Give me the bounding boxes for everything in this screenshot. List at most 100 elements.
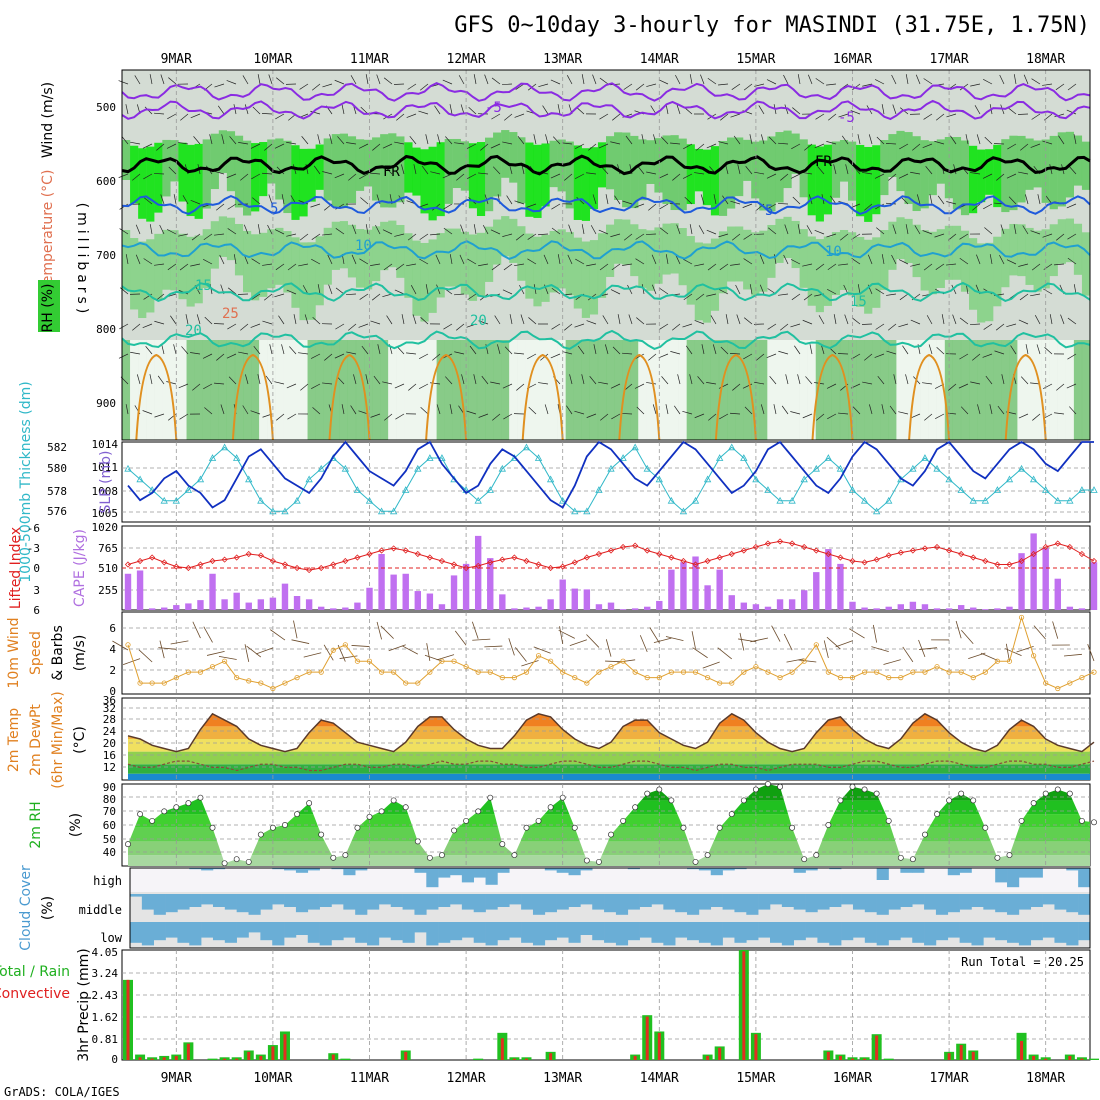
tick-label: 1005 <box>92 507 119 520</box>
temperature-contour-line <box>121 281 1091 302</box>
cloud-bar <box>367 922 380 946</box>
rh-shade-cell <box>678 138 687 211</box>
cloud-bar <box>1066 868 1079 871</box>
cape-bar <box>837 563 844 610</box>
wind10m-barb <box>980 652 998 661</box>
rh-shade-cell <box>1049 224 1058 277</box>
rh2m-point <box>451 827 457 834</box>
wind-barb <box>312 316 321 325</box>
thickness-point <box>1005 475 1014 483</box>
precip-convective-bar <box>1020 1040 1024 1060</box>
cloud-bar <box>710 894 723 907</box>
cloud-bar <box>461 894 475 910</box>
dry-shade-cell <box>509 340 518 440</box>
wind-barb <box>335 227 345 235</box>
thickness-point <box>208 454 217 461</box>
wind-barb <box>161 344 165 355</box>
rh-shade-cell <box>864 239 873 314</box>
rh-shade-cell <box>606 136 615 190</box>
rh2m-point <box>269 824 276 831</box>
rh2m-point <box>185 800 192 807</box>
wind-barb <box>196 314 201 325</box>
wind-barb <box>491 77 501 85</box>
wind-barb <box>276 77 285 85</box>
wind10m-point <box>765 669 771 675</box>
wind-barb <box>892 224 897 235</box>
cloud-bar <box>509 922 522 938</box>
rh-shade-cell <box>549 231 558 293</box>
wind-barb <box>243 224 249 235</box>
wind-barb <box>720 346 729 355</box>
wind-barb <box>743 233 753 240</box>
dry-shade-cell <box>170 340 179 440</box>
thickness-point <box>872 507 881 515</box>
cloud-bar <box>675 894 688 913</box>
wind10m-barb <box>1004 648 1022 657</box>
lifted-index-point <box>704 557 711 565</box>
wind-barb <box>341 404 345 415</box>
wind-barb <box>983 78 993 85</box>
rh-shade-cell <box>307 242 316 320</box>
precip-convective-bar <box>971 1051 975 1060</box>
wind-barb <box>346 351 357 355</box>
wind10m-barb <box>471 621 479 639</box>
cloud-bar <box>651 894 664 905</box>
wind10m-point <box>825 669 831 675</box>
cloud-bar <box>746 894 759 915</box>
cloud-bar <box>627 922 640 941</box>
cloud-bar <box>592 922 605 941</box>
wind-barb <box>478 413 489 418</box>
rh-shade-cell <box>251 143 260 212</box>
rh-shade-cell <box>468 340 478 440</box>
thickness-point <box>257 496 265 504</box>
rh-shade-cell <box>307 340 316 440</box>
wind-barb <box>209 134 213 145</box>
wind-barb <box>377 344 381 355</box>
wind10m-barb <box>835 640 853 648</box>
rh2m-point <box>644 790 651 797</box>
wind-barb <box>514 352 525 355</box>
wind-barb <box>851 317 861 325</box>
wind-barb <box>515 83 525 90</box>
rh-shade-cell <box>710 340 720 440</box>
wind-barb <box>289 346 297 355</box>
lifted-index-point <box>161 559 168 566</box>
tick-label: 1020 <box>92 521 119 534</box>
rh-shade-cell <box>573 145 582 220</box>
wind-barb <box>398 195 405 205</box>
wind-barb <box>581 224 585 235</box>
cloud-bar <box>675 922 688 938</box>
wind-barb <box>730 412 741 415</box>
rh-shade-cell <box>1001 228 1010 288</box>
rh-shade-cell <box>347 136 357 204</box>
rh2m-point <box>982 824 989 831</box>
wind-barb <box>135 224 141 235</box>
wind-barb <box>1043 263 1053 270</box>
wind-barb <box>922 382 933 385</box>
dry-shade-cell <box>283 340 292 440</box>
rh-shade-cell <box>1025 138 1034 190</box>
precip-convective-bar <box>259 1055 263 1060</box>
contour-label: -5 <box>838 110 855 126</box>
temp-unit: (°C) <box>72 726 88 754</box>
rh-shade-cell <box>380 340 389 440</box>
wind-barb <box>665 104 669 115</box>
cloud-frame <box>129 867 1091 949</box>
precip-convective-bar <box>549 1053 553 1060</box>
wind-barb <box>802 172 813 175</box>
thickness-point <box>909 464 917 472</box>
wind-barb <box>190 113 201 119</box>
rh-shade-cell <box>460 340 469 440</box>
wind-barb <box>160 74 165 85</box>
thickness-point <box>305 475 313 483</box>
wind-barb <box>586 172 597 175</box>
dry-shade-cell <box>154 340 163 440</box>
rh-shade-cell <box>759 140 768 211</box>
wind-barb <box>180 113 189 121</box>
wind-barb <box>568 224 573 235</box>
wind-barb <box>491 113 501 120</box>
lifted-index-point <box>1042 543 1049 551</box>
rh-shade-cell <box>622 340 631 440</box>
slp-grid <box>122 442 1090 522</box>
cloud-bar <box>710 868 723 876</box>
